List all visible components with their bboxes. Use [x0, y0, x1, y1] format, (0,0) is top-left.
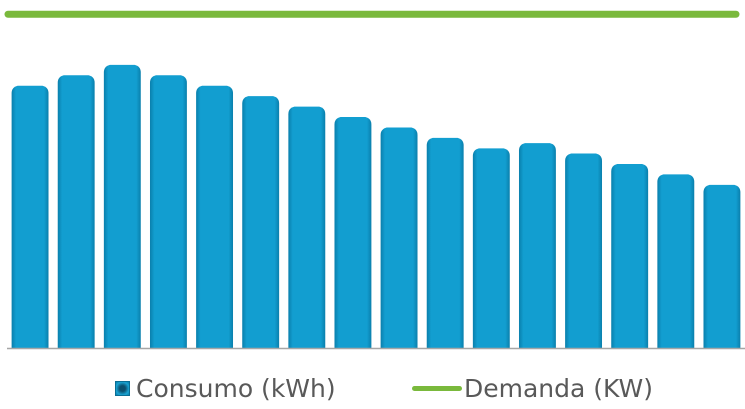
bar-consumo-16 [703, 184, 741, 348]
legend-swatch-consumo [115, 380, 130, 396]
bar-consumo-3 [103, 64, 141, 348]
legend-item-demanda: Demanda (KW) [412, 368, 653, 408]
bar-consumo-8 [334, 117, 372, 349]
bar-consumo-12 [518, 143, 556, 348]
legend-label-consumo: Consumo (kWh) [136, 373, 336, 403]
bar-consumo-2 [57, 75, 95, 349]
bar-consumo-9 [380, 127, 418, 348]
legend-item-consumo: Consumo (kWh) [115, 368, 336, 408]
bar-consumo-7 [288, 106, 326, 348]
bar-consumo-4 [149, 75, 187, 349]
bar-consumo-11 [472, 148, 510, 348]
bar-consumo-5 [196, 85, 234, 348]
bar-consumo-14 [611, 163, 649, 348]
bar-consumo-6 [242, 96, 280, 349]
legend-swatch-demanda [412, 385, 462, 391]
legend-label-demanda: Demanda (KW) [464, 373, 654, 403]
bar-consumo-1 [11, 85, 49, 348]
bar-consumo-10 [426, 137, 464, 348]
chart-legend: Consumo (kWh) Demanda (KW) [0, 368, 745, 408]
bar-consumo-13 [565, 153, 603, 348]
bar-consumo-15 [657, 174, 695, 348]
